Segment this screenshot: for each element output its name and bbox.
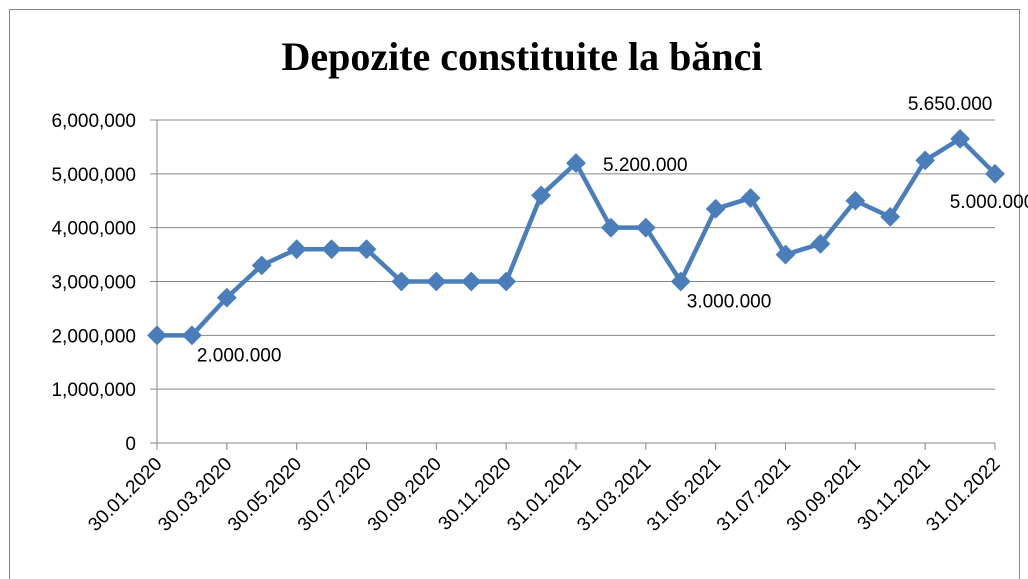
data-label: 5.200.000 [603,155,688,176]
data-point [670,271,691,292]
data-point [321,239,342,260]
y-tick-label: 2,000,000 [51,326,136,347]
data-point [391,271,412,292]
data-point [496,271,517,292]
chart-title: Depozite constituite la bănci [281,34,762,79]
data-label: 5.650.000 [908,94,993,115]
y-tick-label: 4,000,000 [51,219,136,240]
data-point [356,239,377,260]
data-point [182,325,202,346]
data-label: 3.000.000 [687,292,772,313]
y-tick-label: 5,000,000 [51,165,136,186]
data-point [216,287,237,308]
y-tick-label: 6,000,000 [51,111,136,132]
y-tick-label: 3,000,000 [51,273,136,294]
data-point [426,271,447,292]
chart-frame [9,9,1020,579]
y-tick-label: 1,000,000 [51,380,136,401]
y-tick-label: 0 [125,434,136,455]
data-label: 2.000.000 [197,345,282,366]
data-point [286,239,307,260]
data-point [251,255,272,276]
data-label: 5.000.000 [950,192,1028,213]
data-point [461,271,482,292]
data-point [147,325,167,346]
